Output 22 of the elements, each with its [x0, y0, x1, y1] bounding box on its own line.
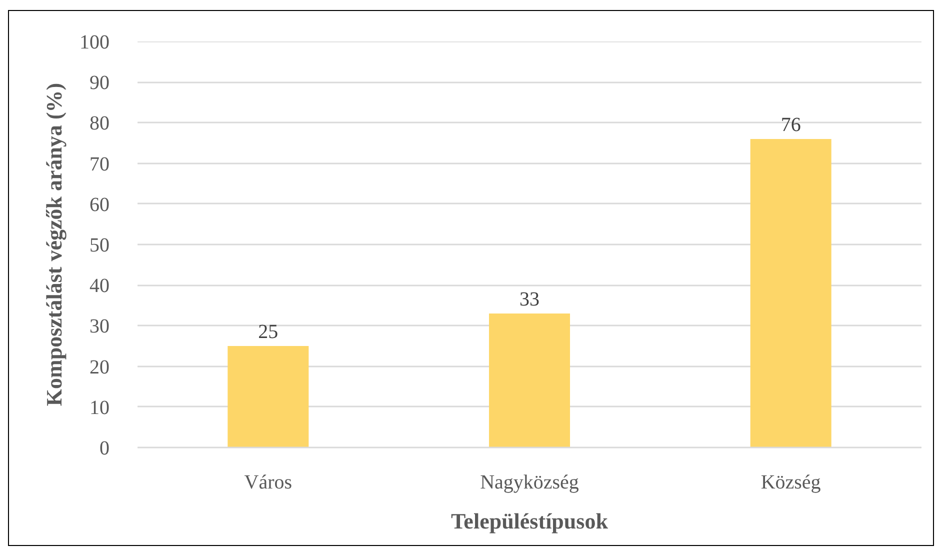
y-tick-label: 10 [90, 396, 110, 419]
data-label: 33 [520, 288, 540, 311]
y-tick-label: 70 [90, 153, 110, 176]
bar [750, 138, 832, 448]
y-tick-label: 40 [90, 275, 110, 298]
y-tick-label: 100 [80, 32, 110, 54]
bar [228, 346, 309, 448]
data-label: 25 [258, 321, 278, 343]
y-axis-title: Komposztálást végzők aránya (%) [42, 82, 66, 406]
x-tick-label: Város [244, 472, 292, 494]
y-tick-label: 90 [90, 72, 110, 94]
x-axis-title: Településtípusok [451, 508, 609, 534]
data-label: 76 [780, 114, 801, 136]
y-tick-label: 60 [90, 194, 110, 216]
bar [488, 314, 570, 448]
y-tick-label: 50 [90, 234, 110, 256]
x-tick-label: Nagyközség [480, 472, 579, 494]
y-tick-label: 20 [90, 356, 110, 378]
x-tick-label: Község [760, 472, 821, 494]
y-tick-label: 0 [100, 438, 110, 460]
y-tick-label: 30 [90, 316, 110, 338]
y-tick-label: 80 [90, 112, 110, 135]
